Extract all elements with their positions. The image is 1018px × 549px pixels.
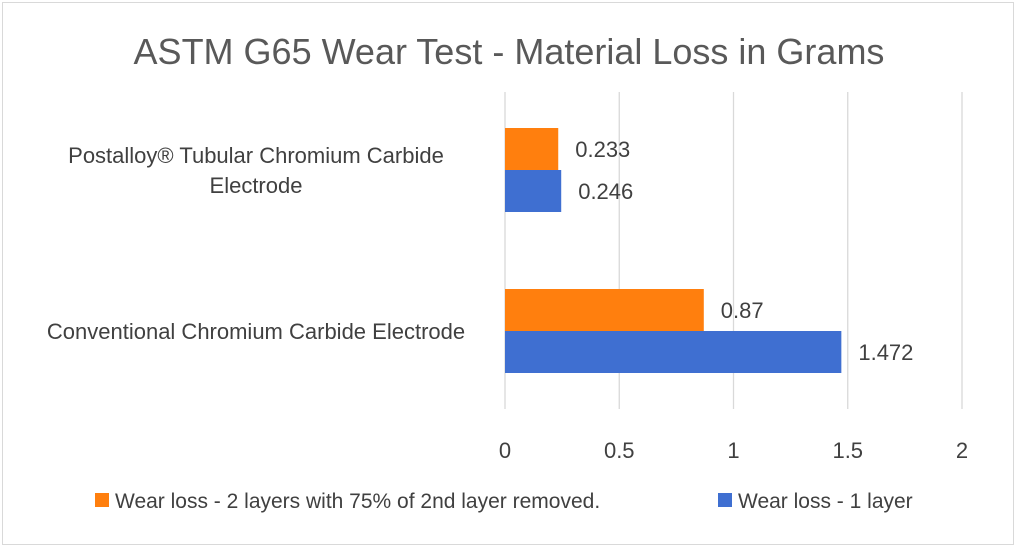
data-label: 0.246 xyxy=(578,179,633,204)
data-label: 1.472 xyxy=(858,340,913,365)
x-tick-label: 0.5 xyxy=(604,438,635,463)
legend-swatch xyxy=(718,493,732,507)
bar xyxy=(505,170,562,212)
x-tick-label: 1 xyxy=(727,438,739,463)
bar xyxy=(505,289,704,331)
data-label: 0.87 xyxy=(721,298,764,323)
legend-label: Wear loss - 2 layers with 75% of 2nd lay… xyxy=(115,490,600,513)
category-label-line: Electrode xyxy=(210,173,303,198)
category-label-line: Postalloy® Tubular Chromium Carbide xyxy=(68,143,444,168)
x-tick-label: 2 xyxy=(956,438,968,463)
legend-swatch xyxy=(95,493,109,507)
x-axis-ticks: 0 0.5 1 1.5 2 xyxy=(499,438,968,463)
data-labels: 0.233 0.246 0.87 1.472 xyxy=(575,137,913,365)
legend-label: Wear loss - 1 layer xyxy=(738,490,913,513)
x-tick-label: 1.5 xyxy=(832,438,863,463)
category-label-line: Conventional Chromium Carbide Electrode xyxy=(47,319,465,344)
category-label: Conventional Chromium Carbide Electrode xyxy=(47,319,465,344)
category-labels: Postalloy® Tubular Chromium Carbide Elect… xyxy=(47,143,465,344)
category-label: Postalloy® Tubular Chromium Carbide Elect… xyxy=(68,143,444,198)
legend: Wear loss - 2 layers with 75% of 2nd lay… xyxy=(95,490,913,513)
data-label: 0.233 xyxy=(575,137,630,162)
bar xyxy=(505,128,559,170)
chart-title: ASTM G65 Wear Test - Material Loss in Gr… xyxy=(134,31,885,72)
bar xyxy=(505,331,842,373)
bars xyxy=(505,128,842,373)
x-tick-label: 0 xyxy=(499,438,511,463)
